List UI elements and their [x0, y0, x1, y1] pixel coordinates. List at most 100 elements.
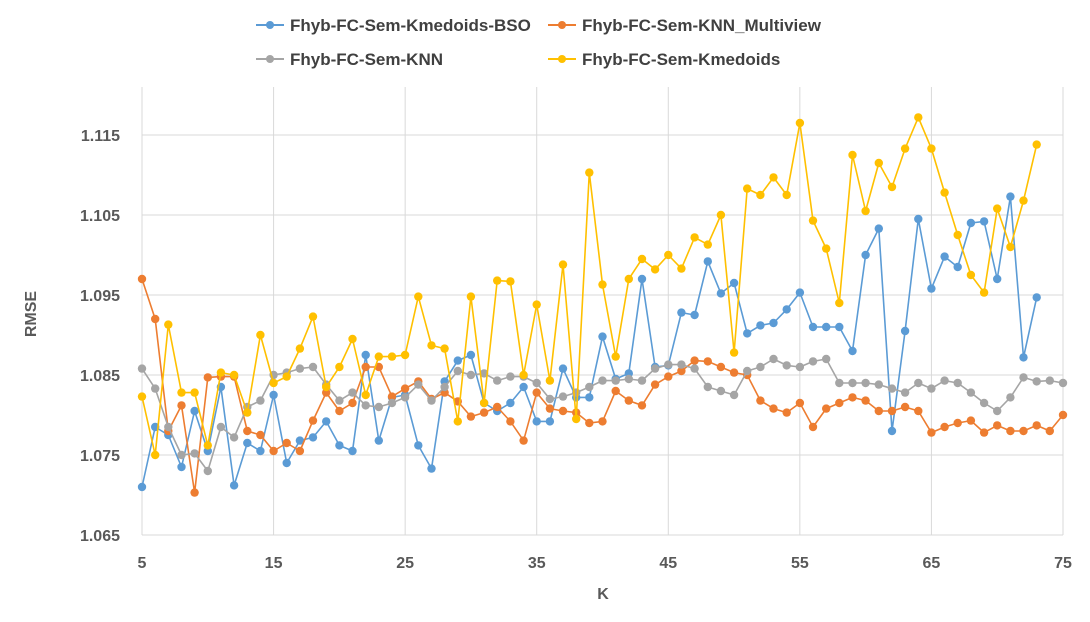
- data-point: [137, 364, 147, 373]
- data-point: [1045, 376, 1055, 385]
- data-point: [282, 372, 291, 381]
- data-point: [703, 240, 712, 249]
- data-point: [808, 422, 818, 432]
- data-point: [151, 384, 160, 393]
- data-point: [361, 390, 370, 400]
- y-tick-label: 1.075: [80, 448, 120, 465]
- legend-item-knn: Fhyb-FC-Sem-KNN: [256, 50, 443, 69]
- data-point: [887, 426, 897, 436]
- data-point: [190, 449, 199, 458]
- data-point: [690, 233, 699, 242]
- data-point: [637, 376, 647, 385]
- data-point: [322, 382, 331, 392]
- data-point: [585, 382, 594, 392]
- data-point: [716, 289, 726, 298]
- data-point: [953, 262, 962, 272]
- y-tick-label: 1.065: [80, 528, 120, 545]
- data-point: [966, 270, 976, 280]
- data-point: [914, 113, 923, 122]
- data-point: [493, 376, 502, 385]
- data-point: [190, 488, 199, 497]
- data-point: [835, 398, 844, 408]
- data-point: [269, 446, 278, 456]
- data-point: [822, 322, 831, 332]
- data-point: [743, 329, 752, 338]
- data-point: [993, 421, 1002, 430]
- data-point: [716, 386, 726, 396]
- data-point: [256, 430, 265, 440]
- y-axis-title: RMSE: [23, 291, 40, 338]
- data-point: [598, 280, 607, 289]
- data-point: [703, 257, 712, 266]
- data-point: [229, 481, 239, 490]
- data-point: [874, 158, 883, 168]
- chart-gridlines: [141, 87, 1064, 536]
- data-point: [979, 428, 989, 437]
- legend-item-knn-multiview: Fhyb-FC-Sem-KNN_Multiview: [548, 16, 822, 35]
- data-point: [203, 373, 212, 382]
- data-point: [545, 376, 555, 385]
- data-point: [190, 388, 199, 397]
- data-point: [282, 438, 291, 448]
- chart-legend: Fhyb-FC-Sem-Kmedoids-BSO Fhyb-FC-Sem-KNN…: [256, 16, 822, 69]
- data-point: [427, 396, 436, 405]
- data-point: [519, 436, 528, 445]
- data-point: [914, 406, 923, 416]
- data-point: [677, 360, 686, 369]
- data-point: [585, 168, 594, 177]
- data-point: [519, 370, 528, 380]
- y-tick-label: 1.095: [80, 288, 120, 305]
- data-point: [400, 393, 410, 402]
- data-point: [256, 446, 265, 456]
- data-point: [335, 406, 344, 416]
- series-3: [137, 113, 1041, 460]
- data-point: [151, 314, 160, 324]
- data-point: [466, 412, 476, 421]
- data-point: [993, 204, 1002, 213]
- data-point: [585, 418, 594, 428]
- data-point: [703, 357, 712, 366]
- data-point: [887, 384, 897, 393]
- data-point: [887, 182, 897, 192]
- data-point: [927, 144, 936, 153]
- data-point: [650, 380, 660, 389]
- data-point: [137, 482, 147, 492]
- data-point: [690, 356, 699, 365]
- legend-marker-kmedoids-bso: [266, 21, 274, 29]
- data-point: [900, 388, 910, 397]
- data-point: [532, 300, 541, 309]
- data-point: [585, 393, 594, 402]
- data-point: [269, 390, 278, 400]
- data-point: [690, 310, 699, 320]
- data-point: [137, 392, 147, 401]
- data-point: [1058, 410, 1068, 420]
- data-point: [637, 274, 647, 284]
- data-point: [690, 364, 699, 373]
- data-point: [269, 378, 278, 388]
- x-tick-label: 65: [923, 555, 941, 572]
- data-point: [808, 322, 818, 332]
- data-point: [466, 370, 476, 380]
- data-point: [519, 382, 528, 392]
- data-point: [887, 406, 897, 416]
- data-point: [1006, 242, 1015, 252]
- data-point: [900, 402, 910, 412]
- data-point: [769, 404, 778, 413]
- data-point: [993, 406, 1002, 416]
- data-point: [611, 352, 620, 361]
- data-point: [506, 398, 515, 408]
- data-point: [243, 408, 252, 417]
- data-point: [243, 438, 252, 448]
- data-point: [900, 144, 910, 153]
- data-point: [545, 394, 555, 404]
- data-point: [624, 396, 633, 405]
- data-point: [637, 401, 647, 410]
- x-tick-label: 75: [1054, 555, 1072, 572]
- data-point: [453, 356, 462, 365]
- data-point: [177, 450, 186, 460]
- data-point: [940, 252, 949, 261]
- data-point: [479, 408, 489, 417]
- data-point: [966, 388, 976, 397]
- data-point: [361, 362, 370, 372]
- data-point: [782, 190, 791, 200]
